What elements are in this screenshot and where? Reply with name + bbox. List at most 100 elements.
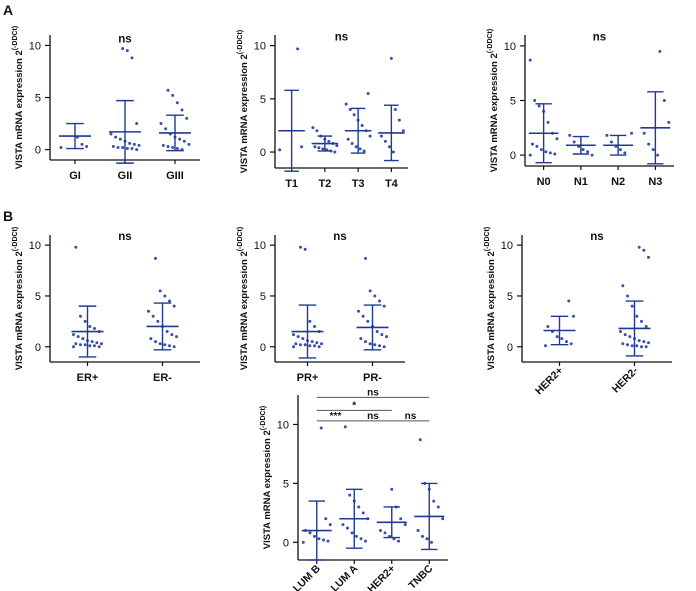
data-point bbox=[79, 314, 82, 318]
data-point bbox=[90, 340, 94, 344]
data-point bbox=[628, 335, 632, 339]
data-point bbox=[548, 151, 552, 155]
data-point bbox=[165, 330, 169, 334]
y-axis-title-superscript: (-DDCt) bbox=[237, 30, 244, 55]
x-tick-label: T2 bbox=[318, 178, 331, 190]
y-tick-label: 5 bbox=[35, 291, 41, 303]
data-point bbox=[382, 304, 386, 308]
y-axis-title: VISTA mRNA expression 2(-DDCt) bbox=[237, 227, 250, 370]
data-point bbox=[76, 335, 80, 339]
data-point bbox=[430, 540, 433, 544]
y-axis-title-main: VISTA mRNA expression 2 bbox=[14, 50, 25, 169]
data-point bbox=[361, 511, 365, 515]
chart-3: 0 5 10 VISTA mRNA expression 2(-DDCt) N0 N1 N2… bbox=[487, 29, 674, 188]
comparison-label: ns bbox=[367, 411, 379, 422]
data-point bbox=[301, 337, 305, 341]
chart-4: 0 5 10 VISTA mRNA expression 2(-DDCt) ER+ ER-… bbox=[12, 227, 200, 384]
y-axis-title-main: VISTA mRNA expression 2 bbox=[262, 430, 273, 549]
data-point bbox=[623, 151, 627, 155]
data-point bbox=[619, 330, 622, 334]
y-axis-title-superscript: (-DDCt) bbox=[12, 26, 19, 51]
data-point bbox=[301, 540, 305, 544]
data-point bbox=[346, 526, 349, 530]
data-point bbox=[630, 344, 634, 348]
data-point bbox=[366, 92, 370, 96]
y-tick-label: 10 bbox=[254, 41, 266, 53]
data-point bbox=[341, 523, 345, 527]
data-point bbox=[555, 137, 559, 141]
data-point bbox=[609, 140, 613, 144]
data-point bbox=[292, 333, 295, 337]
data-point bbox=[278, 148, 282, 152]
data-point bbox=[651, 148, 655, 152]
data-point bbox=[626, 294, 629, 298]
x-tick-label: LUM A bbox=[329, 562, 361, 591]
data-point bbox=[154, 340, 157, 344]
data-point bbox=[121, 47, 125, 51]
data-point bbox=[109, 132, 113, 136]
x-tick-label: N3 bbox=[648, 176, 662, 188]
y-axis-title: VISTA mRNA expression 2(-DDCt) bbox=[487, 29, 500, 172]
data-point bbox=[530, 142, 534, 146]
data-point bbox=[533, 99, 537, 102]
data-point bbox=[130, 147, 134, 151]
data-point bbox=[667, 120, 671, 124]
data-point bbox=[74, 342, 78, 346]
data-point bbox=[352, 113, 356, 117]
y-tick-label: 0 bbox=[510, 150, 516, 162]
data-point bbox=[644, 345, 648, 349]
y-tick-label: 0 bbox=[507, 342, 513, 354]
data-point bbox=[605, 133, 609, 137]
data-point bbox=[572, 314, 575, 318]
data-point bbox=[383, 531, 387, 535]
significance-label: ns bbox=[333, 231, 346, 243]
data-point bbox=[163, 294, 167, 298]
data-point bbox=[361, 314, 365, 318]
chart-6: 0 5 10 VISTA mRNA expression 2(-DDCt) HER2+ H… bbox=[484, 227, 672, 397]
y-tick-label: 10 bbox=[504, 41, 516, 53]
data-point bbox=[425, 537, 429, 541]
data-point bbox=[436, 505, 440, 509]
data-point bbox=[81, 337, 85, 341]
data-point bbox=[569, 342, 573, 346]
data-point bbox=[83, 343, 87, 347]
y-tick-label: 10 bbox=[277, 419, 289, 431]
data-point bbox=[154, 256, 157, 260]
data-point bbox=[432, 499, 436, 503]
data-point bbox=[313, 324, 316, 328]
y-tick-label: 10 bbox=[501, 240, 513, 252]
data-point bbox=[635, 344, 639, 348]
data-point bbox=[168, 344, 171, 348]
data-point bbox=[172, 304, 176, 308]
panel-label-b: B bbox=[3, 208, 14, 224]
data-point bbox=[359, 537, 363, 541]
data-point bbox=[308, 531, 312, 535]
y-tick-label: 5 bbox=[510, 96, 516, 108]
data-point bbox=[621, 284, 625, 288]
data-point bbox=[544, 344, 547, 348]
data-point bbox=[637, 245, 641, 249]
data-point bbox=[151, 314, 155, 318]
chart-1: 0 5 10 VISTA mRNA expression 2(-DDCt) GI GII G… bbox=[12, 26, 200, 182]
data-point bbox=[528, 153, 532, 157]
y-axis-title: VISTA mRNA expression 2(-DDCt) bbox=[12, 227, 25, 370]
y-axis-title: VISTA mRNA expression 2(-DDCt) bbox=[12, 26, 25, 169]
data-point bbox=[328, 523, 332, 527]
data-point bbox=[156, 319, 160, 323]
data-point bbox=[389, 56, 393, 60]
data-point bbox=[322, 538, 325, 542]
data-point bbox=[170, 333, 174, 337]
data-point bbox=[292, 345, 295, 349]
data-point bbox=[149, 337, 153, 341]
data-point bbox=[161, 143, 165, 147]
data-point bbox=[187, 142, 191, 146]
data-point bbox=[166, 88, 170, 92]
data-point bbox=[662, 99, 666, 102]
data-point bbox=[382, 345, 386, 349]
data-point bbox=[623, 333, 627, 337]
y-axis-title: VISTA mRNA expression 2(-DDCt) bbox=[484, 227, 497, 370]
y-axis-title-superscript: (-DDCt) bbox=[237, 227, 244, 252]
y-tick-label: 5 bbox=[260, 291, 266, 303]
